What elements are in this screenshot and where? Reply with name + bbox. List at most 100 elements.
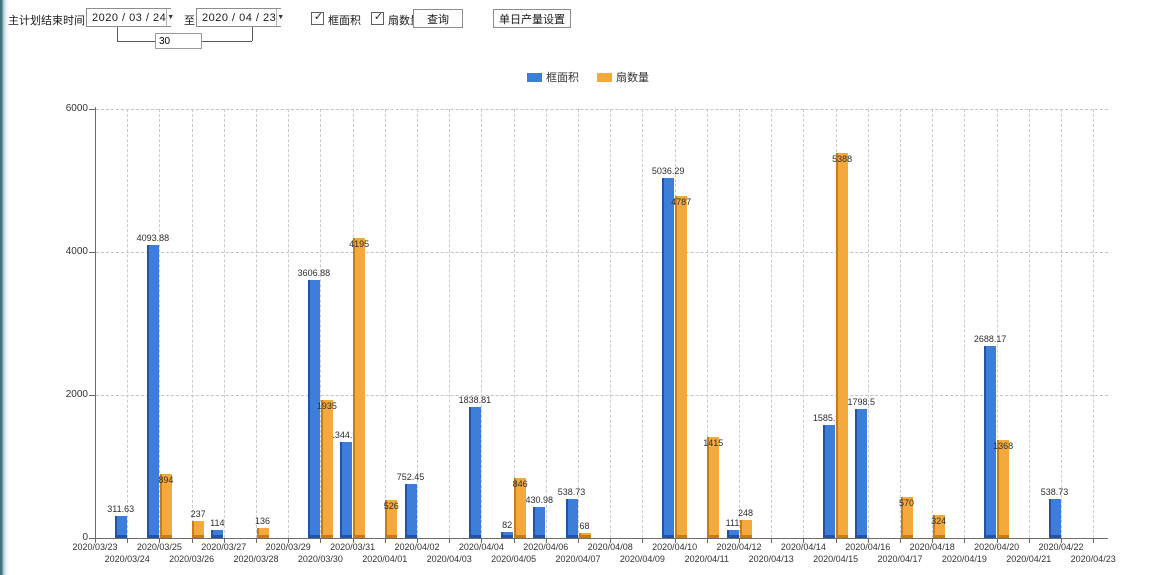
- x-tick: [1028, 539, 1030, 543]
- date-from-value: 2020 / 03 / 24: [92, 11, 167, 24]
- x-tick: [803, 539, 805, 543]
- y-axis-label: 2000: [65, 389, 88, 400]
- bar-value-label: 1838.81: [458, 394, 492, 405]
- x-tick: [996, 539, 998, 543]
- fan-count-checkbox-label[interactable]: 扇数量: [388, 15, 421, 27]
- x-axis-label: 2020/04/02: [394, 542, 440, 552]
- x-tick: [674, 539, 676, 543]
- x-tick: [835, 539, 837, 543]
- x-axis-label: 2020/04/18: [909, 542, 955, 552]
- x-axis-label: 2020/03/26: [169, 554, 215, 564]
- x-tick: [417, 539, 418, 543]
- fan-count-bar: [932, 514, 945, 538]
- x-axis-label: 2020/04/19: [941, 554, 987, 564]
- x-tick: [320, 539, 322, 543]
- to-label: 至:: [184, 15, 199, 27]
- fan-count-bar: [320, 399, 333, 538]
- y-gridline: [96, 109, 1109, 110]
- end-time-label: 主计划结束时间:: [8, 15, 89, 27]
- x-tick: [642, 539, 644, 543]
- x-gridline: [384, 109, 386, 538]
- x-tick: [191, 539, 193, 543]
- bar-value-label: 538.73: [557, 487, 586, 498]
- date-span-connector: [202, 41, 252, 42]
- query-button[interactable]: 查询: [413, 9, 463, 28]
- frame-area-checkbox[interactable]: [311, 12, 325, 25]
- chevron-down-icon[interactable]: ▼: [276, 9, 285, 26]
- y-tick: [89, 109, 95, 110]
- x-gridline: [1028, 109, 1030, 538]
- bar-value-label: 324: [931, 515, 947, 526]
- x-axis-label: 2020/04/06: [523, 542, 569, 552]
- fan-count-bar: [159, 474, 172, 538]
- x-gridline: [159, 109, 161, 538]
- fan-count-bar: [675, 195, 688, 538]
- x-tick: [352, 539, 354, 543]
- legend-swatch-fan-count: [597, 72, 612, 82]
- bar-value-label: 1368: [993, 441, 1014, 452]
- bar-value-label: 1415: [703, 437, 724, 448]
- x-tick: [610, 539, 612, 543]
- x-tick: [1093, 539, 1095, 543]
- x-gridline: [127, 109, 129, 538]
- x-axis-label: 2020/03/30: [297, 554, 343, 564]
- x-tick: [964, 539, 966, 543]
- x-tick: [867, 539, 869, 543]
- frame-area-bar: [146, 245, 159, 538]
- daily-output-settings-button[interactable]: 单日产量设置: [493, 9, 571, 28]
- window-left-edge: [0, 0, 9, 575]
- frame-area-bar: [984, 345, 997, 538]
- x-axis-label: 2020/04/08: [587, 542, 633, 552]
- y-gridline: [96, 252, 1109, 253]
- bar-value-label: 4787: [671, 196, 692, 207]
- x-tick: [578, 539, 579, 543]
- x-tick: [256, 539, 257, 543]
- frame-area-bar: [726, 530, 739, 538]
- x-gridline: [996, 109, 998, 538]
- x-tick: [127, 539, 129, 543]
- x-axis-label: 2020/04/13: [748, 554, 794, 564]
- y-axis: [95, 107, 96, 538]
- date-span-connector: [252, 27, 253, 41]
- fan-count-bar: [385, 500, 398, 538]
- x-axis-label: 2020/03/27: [201, 542, 247, 552]
- x-tick: [223, 539, 225, 543]
- frame-area-checkbox-label[interactable]: 框面积: [328, 15, 361, 27]
- frame-area-bar: [823, 424, 836, 538]
- y-tick: [89, 538, 95, 539]
- fan-count-bar: [707, 436, 720, 538]
- span-days-input[interactable]: [155, 33, 202, 49]
- bar-value-label: 752.45: [396, 472, 425, 483]
- legend-label-fan-count: 扇数量: [616, 72, 649, 84]
- x-tick: [771, 539, 773, 543]
- x-axis-label: 2020/04/11: [684, 554, 729, 564]
- bar-value-label: 1798.5: [847, 397, 876, 408]
- x-tick: [449, 539, 451, 543]
- x-axis-label: 2020/04/10: [652, 542, 698, 552]
- frame-area-bar: [533, 507, 546, 538]
- chevron-down-icon[interactable]: ▼: [166, 9, 175, 26]
- legend-swatch-frame-area: [527, 72, 542, 82]
- x-tick: [1061, 539, 1062, 543]
- date-to-picker[interactable]: 2020 / 04 / 23 ▼: [196, 8, 285, 27]
- fan-count-checkbox[interactable]: [371, 12, 385, 25]
- date-to-value: 2020 / 04 / 23: [202, 11, 277, 24]
- x-gridline: [964, 109, 966, 538]
- x-gridline: [642, 109, 644, 538]
- fan-count-bar: [192, 521, 205, 538]
- frame-area-bar: [307, 280, 320, 538]
- bar-value-label: 4093.88: [136, 233, 170, 244]
- x-axis-label: 2020/04/03: [426, 554, 472, 564]
- x-gridline: [932, 109, 934, 538]
- date-from-picker[interactable]: 2020 / 03 / 24 ▼: [86, 8, 175, 27]
- frame-area-bar: [1048, 499, 1061, 538]
- x-gridline: [191, 109, 193, 538]
- x-gridline: [449, 109, 451, 538]
- x-axis-label: 2020/04/17: [877, 554, 923, 564]
- bar-value-label: 68: [579, 521, 590, 532]
- x-tick: [288, 539, 290, 543]
- x-gridline: [803, 109, 805, 538]
- x-tick: [384, 539, 386, 543]
- frame-area-bar: [468, 406, 481, 538]
- bar-value-label: 894: [158, 475, 174, 486]
